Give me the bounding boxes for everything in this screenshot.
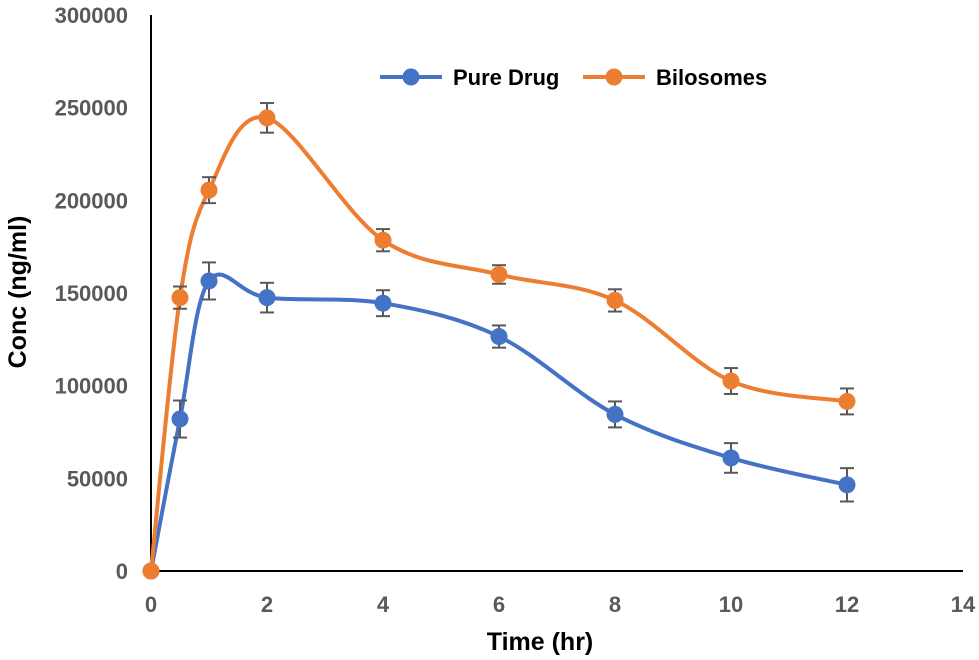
legend-swatch-marker bbox=[605, 68, 623, 86]
x-tick-label: 12 bbox=[835, 592, 859, 617]
x-tick-label: 0 bbox=[145, 592, 157, 617]
pure-drug-point bbox=[171, 410, 189, 428]
axes-group bbox=[150, 15, 963, 572]
x-tick-label: 10 bbox=[719, 592, 743, 617]
legend-label: Pure Drug bbox=[453, 65, 559, 90]
x-tick-label: 6 bbox=[493, 592, 505, 617]
bilosomes-point bbox=[722, 372, 740, 390]
x-tick-label: 8 bbox=[609, 592, 621, 617]
pure-drug-point bbox=[374, 294, 392, 312]
pure-drug-point bbox=[838, 476, 856, 494]
x-tick-label: 14 bbox=[951, 592, 976, 617]
bilosomes-point bbox=[200, 181, 218, 199]
y-tick-label: 300000 bbox=[55, 3, 128, 28]
x-tick-label: 4 bbox=[377, 592, 390, 617]
pure-drug-point bbox=[258, 289, 276, 307]
pure-drug-point bbox=[490, 328, 508, 346]
bilosomes-point bbox=[142, 562, 160, 580]
bilosomes-point bbox=[374, 231, 392, 249]
y-tick-label: 200000 bbox=[55, 188, 128, 213]
pure-drug-line bbox=[149, 272, 848, 572]
x-tick-label: 2 bbox=[261, 592, 273, 617]
pure-drug-point bbox=[606, 405, 624, 423]
bilosomes-point bbox=[171, 289, 189, 307]
bilosomes-point bbox=[838, 392, 856, 410]
bilosomes-point bbox=[490, 265, 508, 283]
x-tick-labels: 0 2 4 6 8 10 12 14 bbox=[145, 592, 976, 617]
y-axis-title: Conc (ng/ml) bbox=[4, 216, 32, 369]
pure-drug-point bbox=[200, 272, 218, 290]
y-tick-label: 150000 bbox=[55, 281, 128, 306]
legend-item-bilosomes: Bilosomes bbox=[583, 65, 767, 90]
x-axis-title: Time (hr) bbox=[487, 628, 594, 656]
legend-item-pure-drug: Pure Drug bbox=[380, 65, 559, 90]
legend: Pure Drug Bilosomes bbox=[380, 65, 767, 90]
pure-drug-point bbox=[722, 449, 740, 467]
legend-label: Bilosomes bbox=[656, 65, 767, 90]
bilosomes-point bbox=[258, 109, 276, 127]
y-tick-label: 250000 bbox=[55, 96, 128, 121]
y-tick-labels: 0 50000 100000 150000 200000 250000 300000 bbox=[55, 3, 128, 584]
y-tick-label: 100000 bbox=[55, 374, 128, 399]
error-bars bbox=[173, 102, 854, 503]
bilosomes-point bbox=[606, 291, 624, 309]
y-tick-label: 0 bbox=[116, 559, 128, 584]
data-points bbox=[142, 109, 856, 580]
y-tick-label: 50000 bbox=[67, 466, 128, 491]
legend-swatch-marker bbox=[402, 68, 420, 86]
